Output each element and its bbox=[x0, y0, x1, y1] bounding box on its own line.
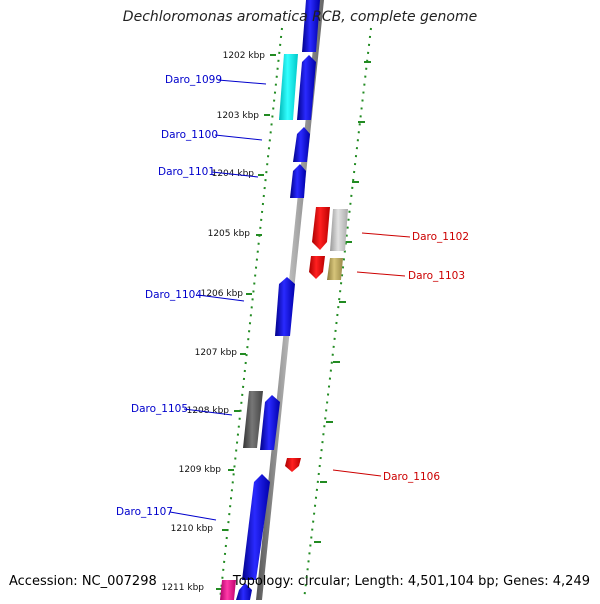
map-title: Dechloromonas aromatica RCB, complete ge… bbox=[122, 9, 478, 25]
gene-daro-1105-neighbor[interactable] bbox=[260, 395, 280, 450]
gene-label-daro-1107[interactable]: Daro_1107 bbox=[116, 506, 173, 518]
gene-daro-1103[interactable] bbox=[327, 258, 343, 280]
gene-daro-1102-neighbor[interactable] bbox=[330, 209, 348, 251]
gene-daro-1101[interactable] bbox=[290, 164, 306, 198]
leader-line-daro-1107 bbox=[169, 511, 217, 521]
accession-text: Accession: NC_007298 bbox=[9, 574, 157, 589]
tick-label-1206: 1206 kbp bbox=[201, 289, 244, 299]
gene-daro-1104[interactable] bbox=[275, 277, 295, 336]
tick-label-1211: 1211 kbp bbox=[162, 583, 205, 593]
gene-daro-1106[interactable] bbox=[285, 458, 301, 472]
gene-label-daro-1100[interactable]: Daro_1100 bbox=[161, 129, 218, 141]
gene-label-daro-1105[interactable]: Daro_1105 bbox=[131, 403, 188, 415]
gene-daro-1099[interactable] bbox=[279, 54, 298, 120]
leader-line-daro-1102 bbox=[361, 232, 411, 238]
tick-label-1210: 1210 kbp bbox=[171, 524, 214, 534]
map-band bbox=[222, 0, 372, 600]
gene-pink-bottom[interactable] bbox=[220, 580, 236, 600]
gene-label-daro-1101[interactable]: Daro_1101 bbox=[158, 166, 215, 178]
gene-daro-1103-red[interactable] bbox=[309, 256, 325, 279]
leader-line-daro-1101 bbox=[211, 171, 259, 178]
tick-label-1205: 1205 kbp bbox=[208, 229, 251, 239]
gene-label-daro-1099[interactable]: Daro_1099 bbox=[165, 74, 222, 86]
leader-line-daro-1100 bbox=[214, 134, 263, 141]
gene-daro-1099-neighbor[interactable] bbox=[297, 55, 316, 120]
leader-line-daro-1103 bbox=[356, 271, 406, 277]
gene-label-daro-1106[interactable]: Daro_1106 bbox=[383, 471, 440, 483]
gene-block-top[interactable] bbox=[302, 0, 320, 52]
leader-line-daro-1106 bbox=[332, 469, 382, 477]
gene-label-daro-1104[interactable]: Daro_1104 bbox=[145, 289, 202, 301]
tick-label-1209: 1209 kbp bbox=[179, 465, 222, 475]
gene-daro-1100[interactable] bbox=[293, 127, 310, 162]
tick-label-1208: 1208 kbp bbox=[187, 406, 230, 416]
tick-label-1202: 1202 kbp bbox=[223, 51, 266, 61]
tick-label-1203: 1203 kbp bbox=[217, 111, 260, 121]
gene-block-bottom[interactable] bbox=[236, 583, 252, 600]
gene-daro-1105[interactable] bbox=[243, 391, 263, 448]
gene-daro-1102[interactable] bbox=[312, 207, 330, 250]
genome-summary-text: Topology: circular; Length: 4,501,104 bp… bbox=[232, 574, 590, 589]
tick-label-1207: 1207 kbp bbox=[195, 348, 238, 358]
leader-line-daro-1099 bbox=[217, 79, 267, 85]
gene-label-daro-1103[interactable]: Daro_1103 bbox=[408, 270, 465, 282]
leader-line-daro-1105 bbox=[183, 408, 233, 416]
leader-line-daro-1104 bbox=[197, 294, 245, 302]
gene-daro-1107[interactable] bbox=[242, 474, 270, 580]
gene-label-daro-1102[interactable]: Daro_1102 bbox=[412, 231, 469, 243]
